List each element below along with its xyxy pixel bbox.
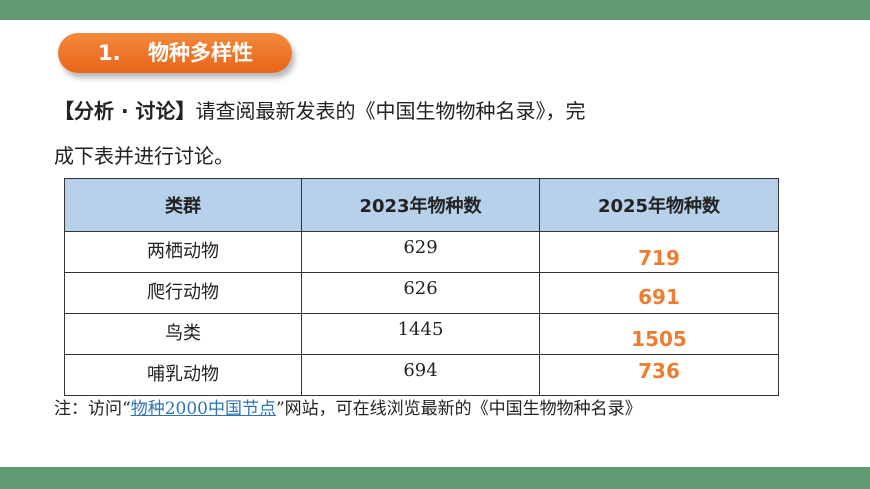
paragraph-text-1: 请查阅最新发表的《中国生物物种名录》，完 [195, 99, 586, 123]
paragraph-tag: 【分析 · 讨论】 [54, 99, 196, 123]
bottom-banner [0, 467, 870, 489]
header-group: 类群 [64, 178, 302, 232]
footnote-prefix: 注：访问“ [54, 399, 131, 419]
footnote: 注：访问“物种2000中国节点”网站，可在线浏览最新的《中国生物物种名录》 [54, 396, 642, 422]
section-number: 1. [98, 41, 121, 65]
table-row: 爬行动物 626 691 [64, 272, 779, 314]
species-table: 类群 2023年物种数 2025年物种数 两栖动物 629 719 爬行动物 6… [64, 178, 779, 396]
count-2025: 691 [638, 285, 680, 309]
paragraph-line-1: 【分析 · 讨论】请查阅最新发表的《中国生物物种名录》，完 [54, 96, 586, 126]
count-2023: 1445 [397, 319, 444, 340]
cell-2025: 1505 [539, 313, 779, 355]
table-row: 两栖动物 629 719 [64, 231, 779, 273]
footnote-suffix: ”网站，可在线浏览最新的《中国生物物种名录》 [275, 399, 642, 419]
cell-2025: 736 [539, 354, 779, 396]
count-2023: 629 [403, 237, 438, 258]
count-2023: 694 [403, 360, 438, 381]
cell-2023: 1445 [301, 313, 540, 355]
table-header-row: 类群 2023年物种数 2025年物种数 [64, 178, 779, 232]
cell-group: 哺乳动物 [64, 354, 302, 396]
top-banner [0, 0, 870, 20]
cell-2025: 719 [539, 231, 779, 273]
group-label: 哺乳动物 [147, 364, 219, 385]
count-2023: 626 [403, 278, 438, 299]
table-row: 鸟类 1445 1505 [64, 313, 779, 355]
cell-group: 鸟类 [64, 313, 302, 355]
group-label: 鸟类 [165, 323, 201, 344]
cell-2023: 626 [301, 272, 540, 314]
cell-group: 爬行动物 [64, 272, 302, 314]
species2000-link[interactable]: 物种2000中国节点 [130, 399, 276, 419]
count-2025: 719 [638, 246, 680, 270]
header-2025: 2025年物种数 [539, 178, 779, 232]
section-heading-pill: 1. 物种多样性 [58, 33, 292, 73]
cell-2025: 691 [539, 272, 779, 314]
count-2025: 1505 [631, 327, 687, 351]
cell-2023: 629 [301, 231, 540, 273]
count-2025: 736 [638, 359, 680, 383]
table-row: 哺乳动物 694 736 [64, 354, 779, 396]
section-title: 物种多样性 [148, 41, 253, 65]
paragraph-line-2: 成下表并进行讨论。 [54, 144, 234, 168]
group-label: 两栖动物 [147, 241, 219, 262]
group-label: 爬行动物 [147, 282, 219, 303]
header-2023: 2023年物种数 [301, 178, 540, 232]
cell-2023: 694 [301, 354, 540, 396]
cell-group: 两栖动物 [64, 231, 302, 273]
